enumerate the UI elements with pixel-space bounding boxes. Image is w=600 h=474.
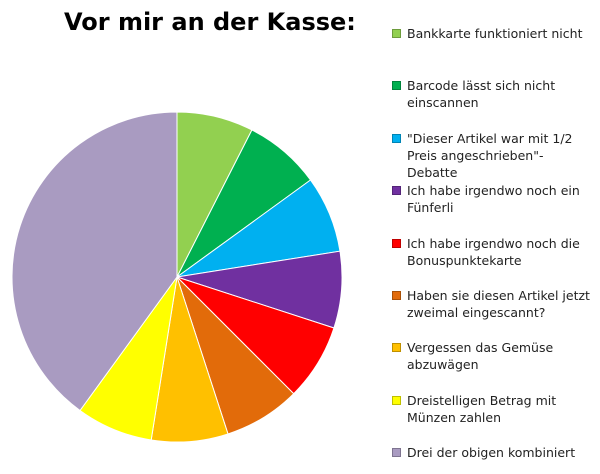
- legend-swatch: [392, 29, 401, 38]
- legend-label: "Dieser Artikel war mit 1/2 Preis angesc…: [407, 130, 573, 180]
- legend-label: Drei der obigen kombiniert: [407, 445, 576, 461]
- legend-item: Drei der obigen kombiniert: [392, 444, 592, 461]
- legend-label: Vergessen das Gemüse abzuwägen: [407, 340, 554, 373]
- legend-item: Haben sie diesen Artikel jetzt zweimal e…: [392, 287, 592, 321]
- legend-swatch: [392, 81, 401, 91]
- legend-label: Barcode lässt sich nicht einscannen: [407, 78, 556, 111]
- legend-swatch: [392, 448, 401, 458]
- legend-swatch: [392, 186, 401, 196]
- legend-item: Dreistelligen Betrag mit Münzen zahlen: [392, 392, 592, 426]
- pie-slice: [11, 111, 178, 412]
- legend-swatch: [392, 238, 401, 248]
- legend-swatch: [392, 291, 401, 300]
- legend-label: Ich habe irgendwo noch die Bonuspunkteka…: [407, 235, 580, 268]
- legend-item: Ich habe irgendwo noch die Bonuspunkteka…: [392, 235, 592, 269]
- legend-swatch: [392, 133, 401, 143]
- legend-item: Vergessen das Gemüse abzuwägen: [392, 339, 592, 373]
- legend-swatch: [392, 395, 401, 405]
- legend-label: Ich habe irgendwo noch ein Fünferli: [407, 183, 580, 216]
- legend-item: Ich habe irgendwo noch ein Fünferli: [392, 182, 592, 216]
- legend-label: Bankkarte funktioniert nicht: [407, 26, 583, 41]
- legend-swatch: [392, 343, 401, 353]
- chart-title: Vor mir an der Kasse:: [64, 8, 356, 36]
- legend-item: "Dieser Artikel war mit 1/2 Preis angesc…: [392, 130, 592, 181]
- legend-item: Barcode lässt sich nicht einscannen: [392, 77, 592, 111]
- legend-label: Dreistelligen Betrag mit Münzen zahlen: [407, 392, 557, 425]
- legend-item: Bankkarte funktioniert nicht: [392, 25, 592, 42]
- legend-label: Haben sie diesen Artikel jetzt zweimal e…: [407, 288, 590, 320]
